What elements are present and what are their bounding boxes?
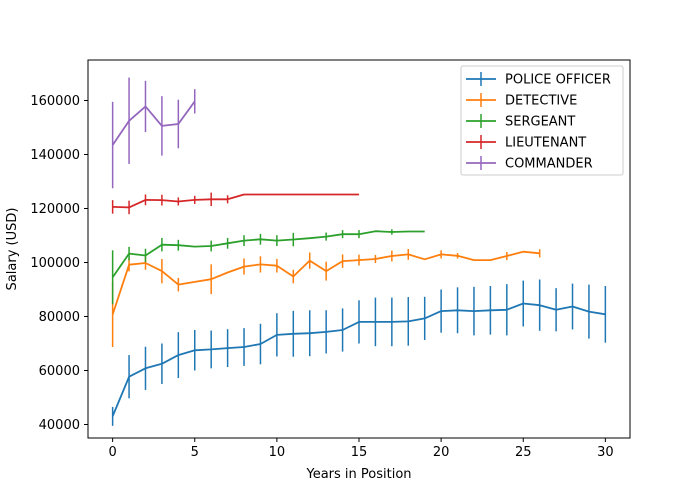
y-tick-label: 120000 <box>30 202 80 217</box>
y-tick-label: 60000 <box>39 364 80 379</box>
x-tick-label: 30 <box>597 445 614 460</box>
series-layer <box>111 77 607 426</box>
legend-label: SERGEANT <box>505 115 575 130</box>
legend-label: DETECTIVE <box>505 94 577 109</box>
series-lieutenant <box>111 192 359 215</box>
legend-label: LIEUTENANT <box>505 136 586 151</box>
series-line-lieutenant <box>112 193 359 209</box>
y-tick-label: 100000 <box>30 256 80 271</box>
legend-label: POLICE OFFICER <box>505 73 611 88</box>
legend-box <box>460 65 624 176</box>
series-line-commander <box>111 100 196 146</box>
legend-item-sergeant: SERGEANT <box>466 114 575 130</box>
y-axis-label: Salary (USD) <box>5 208 20 291</box>
legend-item-commander: COMMANDER <box>466 156 593 172</box>
series-line-sergeant <box>111 230 425 278</box>
series-commander <box>111 77 196 189</box>
series-police-officer <box>111 279 607 426</box>
series-line-detective <box>111 250 540 315</box>
y-tick-label: 140000 <box>30 148 80 163</box>
x-tick-label: 20 <box>433 445 450 460</box>
legend-item-police-officer: POLICE OFFICER <box>466 72 611 88</box>
x-tick-label: 15 <box>351 445 368 460</box>
x-axis-ticks: 0 5 10 15 20 25 30 <box>108 438 614 460</box>
legend: POLICE OFFICER DETECTIVE SERGEANT LIEUTENAN… <box>460 65 624 176</box>
series-detective <box>111 249 541 348</box>
series-line-police-officer <box>111 302 606 417</box>
y-tick-label: 80000 <box>39 310 80 325</box>
y-tick-label: 160000 <box>30 94 80 109</box>
legend-item-lieutenant: LIEUTENANT <box>466 135 586 151</box>
x-tick-label: 25 <box>515 445 532 460</box>
series-sergeant <box>111 229 425 305</box>
x-tick-label: 5 <box>191 445 199 460</box>
x-axis-label: Years in Position <box>305 467 411 482</box>
x-tick-label: 10 <box>269 445 286 460</box>
x-tick-label: 0 <box>108 445 116 460</box>
legend-label: COMMANDER <box>505 157 593 172</box>
y-axis-ticks: 40000 60000 80000 100000 120000 140000 160000 <box>30 94 88 433</box>
legend-item-detective: DETECTIVE <box>466 93 577 109</box>
y-tick-label: 40000 <box>39 418 80 433</box>
